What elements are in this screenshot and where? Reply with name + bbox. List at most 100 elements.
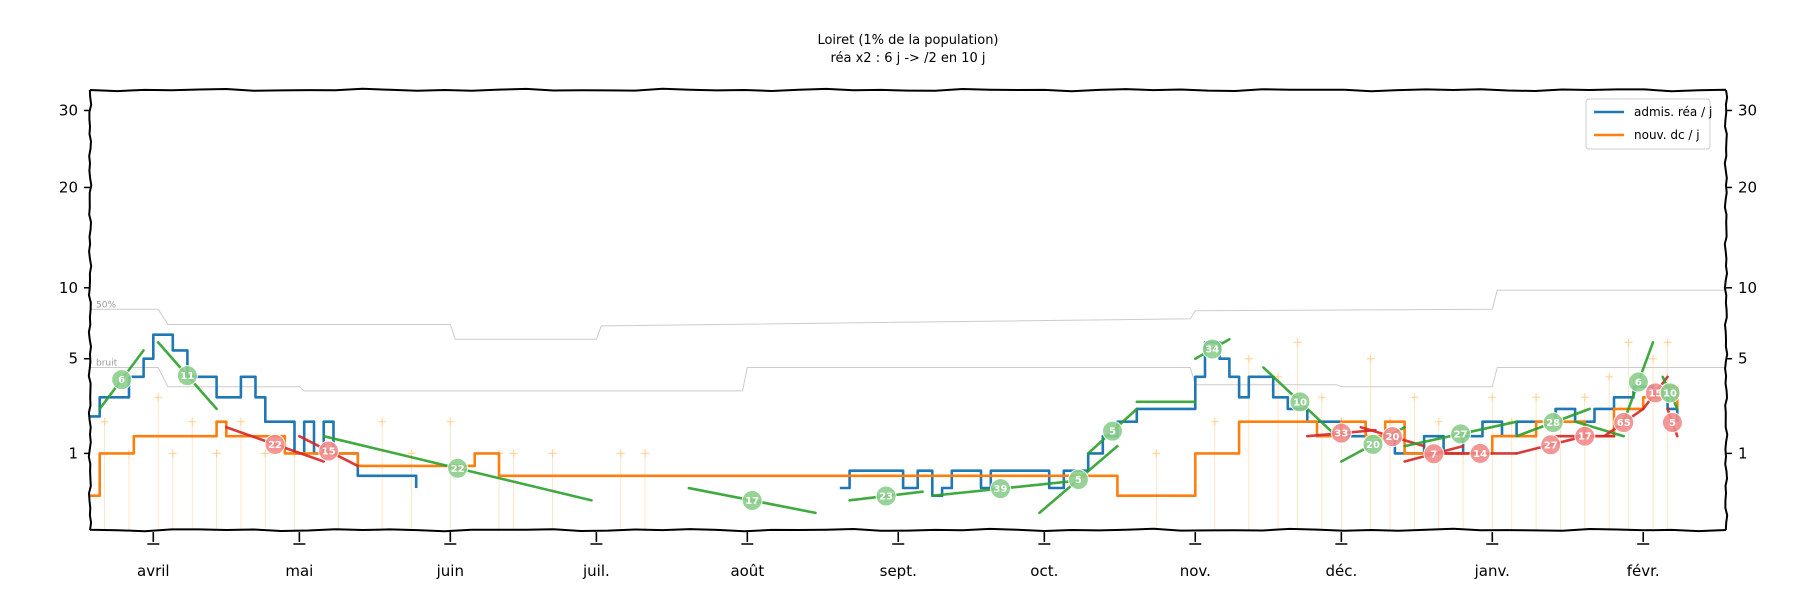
death-marker-15 <box>548 449 557 458</box>
death-marker-38 <box>1663 338 1672 347</box>
trend-bubble-4 <box>447 457 469 479</box>
trend-bubble-21 <box>1574 425 1596 447</box>
trend-bubble-2 <box>264 433 286 455</box>
trend-bubble-3 <box>318 440 340 462</box>
trend-bubble-label-24: 6 <box>1635 378 1642 389</box>
y-tick-label-left-2: 10 <box>59 279 78 297</box>
chart-title: Loiret (1% de la population) <box>817 33 998 48</box>
death-marker-16 <box>616 449 625 458</box>
death-marker-4 <box>188 417 197 426</box>
death-marker-22 <box>1293 338 1302 347</box>
x-tick-label-6: oct. <box>1030 562 1058 580</box>
x-tick-10 <box>1637 532 1650 545</box>
trend-bubble-23 <box>1613 412 1635 434</box>
trend-bubble-label-8: 5 <box>1075 475 1082 486</box>
y-axis-right: 1 5 10 20 30 <box>1726 101 1757 462</box>
death-marker-25 <box>1366 354 1375 363</box>
death-marker-3 <box>168 449 177 458</box>
x-tick-4 <box>741 532 754 545</box>
chart-subtitle: réa x2 : 6 j -> /2 en 10 j <box>830 51 985 66</box>
death-marker-34 <box>1580 393 1589 402</box>
trend-bubble-14 <box>1362 433 1384 455</box>
x-tick-8 <box>1335 532 1348 545</box>
y-tick-label-left-0: 1 <box>68 444 78 462</box>
y-tick-label-left-3: 20 <box>59 178 78 196</box>
death-marker-18 <box>1152 449 1161 458</box>
reference-line-0 <box>90 289 1726 340</box>
trend-bubble-5 <box>741 489 763 511</box>
y-tick-label-right-1: 5 <box>1738 350 1748 368</box>
death-marker-19 <box>1210 417 1219 426</box>
death-marker-14 <box>509 449 518 458</box>
x-tick-label-3: juil. <box>582 562 610 580</box>
trend-bubble-label-18: 14 <box>1473 449 1487 460</box>
x-axis: avril mai juin juil. août sept. oct. nov. déc. ja… <box>137 532 1660 580</box>
x-tick-label-0: avril <box>137 562 170 580</box>
trend-bubble-1 <box>176 365 198 387</box>
death-marker-6 <box>236 417 245 426</box>
trend-bubble-label-4: 22 <box>451 464 465 475</box>
x-tick-label-1: mai <box>285 562 313 580</box>
plot-frame <box>87 87 1729 533</box>
trend-bubble-13 <box>1330 422 1352 444</box>
trend-bubble-label-11: 34 <box>1205 345 1219 356</box>
y-tick-label-right-4: 30 <box>1738 101 1757 119</box>
x-tick-label-9: janv. <box>1474 562 1510 580</box>
trend-bubble-16 <box>1423 443 1445 465</box>
trend-bubble-label-23: 65 <box>1617 418 1631 429</box>
x-tick-label-4: août <box>730 562 764 580</box>
trend-bubble-17 <box>1450 423 1472 445</box>
trend-bubble-label-16: 7 <box>1430 449 1437 460</box>
death-marker-5 <box>212 449 221 458</box>
trend-bubble-label-9: 5 <box>1109 427 1116 438</box>
x-tick-7 <box>1189 532 1202 545</box>
y-tick-label-right-0: 1 <box>1738 444 1748 462</box>
trend-bubble-label-27: 5 <box>1669 418 1676 429</box>
trend-bubble-6 <box>875 485 897 507</box>
trend-bubble-12 <box>1289 391 1311 413</box>
trend-bubble-label-3: 15 <box>322 447 336 458</box>
x-tick-0 <box>147 532 160 545</box>
reference-label-1: bruit <box>96 359 118 369</box>
death-marker-35 <box>1605 372 1614 381</box>
trend-bubble-24 <box>1627 371 1649 393</box>
trend-segment-22 <box>1573 420 1626 438</box>
trend-bubble-7 <box>990 478 1012 500</box>
trend-bubble-11 <box>1201 338 1223 360</box>
x-tick-label-5: sept. <box>880 562 917 580</box>
death-marker-0 <box>100 417 109 426</box>
death-marker-27 <box>1410 393 1419 402</box>
death-marker-28 <box>1434 417 1443 426</box>
y-axis-left: 1 5 10 20 30 <box>59 101 90 462</box>
trend-bubble-label-26: 10 <box>1663 388 1677 399</box>
death-marker-37 <box>1648 354 1657 363</box>
trend-bubble-27 <box>1661 412 1683 434</box>
death-marker-12 <box>446 417 455 426</box>
death-marker-32 <box>1532 393 1541 402</box>
trend-bubble-label-19: 28 <box>1546 418 1560 429</box>
trend-bubble-0 <box>111 369 133 391</box>
trend-bubble-label-0: 6 <box>118 375 125 386</box>
series-line-0 <box>90 333 418 488</box>
x-tick-1 <box>293 532 306 545</box>
trend-bubble-19 <box>1542 412 1564 434</box>
death-marker-30 <box>1488 393 1497 402</box>
trend-bubble-label-15: 20 <box>1386 432 1400 443</box>
reference-lines: 50% bruit <box>90 289 1726 392</box>
y-tick-label-left-4: 30 <box>59 101 78 119</box>
trend-bubble-label-25: 15 <box>1648 388 1662 399</box>
death-marker-10 <box>378 417 387 426</box>
legend-label-admissions: admis. réa / j <box>1634 105 1712 119</box>
trend-bubble-18 <box>1469 442 1491 464</box>
trend-bubble-8 <box>1067 468 1089 490</box>
trend-bubble-26 <box>1659 382 1681 404</box>
trend-bubble-label-12: 10 <box>1293 397 1307 408</box>
legend: admis. réa / j nouv. dc / j <box>1585 98 1712 150</box>
trend-bubble-label-21: 17 <box>1578 432 1592 443</box>
death-marker-2 <box>154 393 163 402</box>
x-tick-9 <box>1486 532 1499 545</box>
death-marker-23 <box>1317 393 1326 402</box>
x-tick-3 <box>590 532 603 545</box>
series-lines <box>90 333 1679 497</box>
